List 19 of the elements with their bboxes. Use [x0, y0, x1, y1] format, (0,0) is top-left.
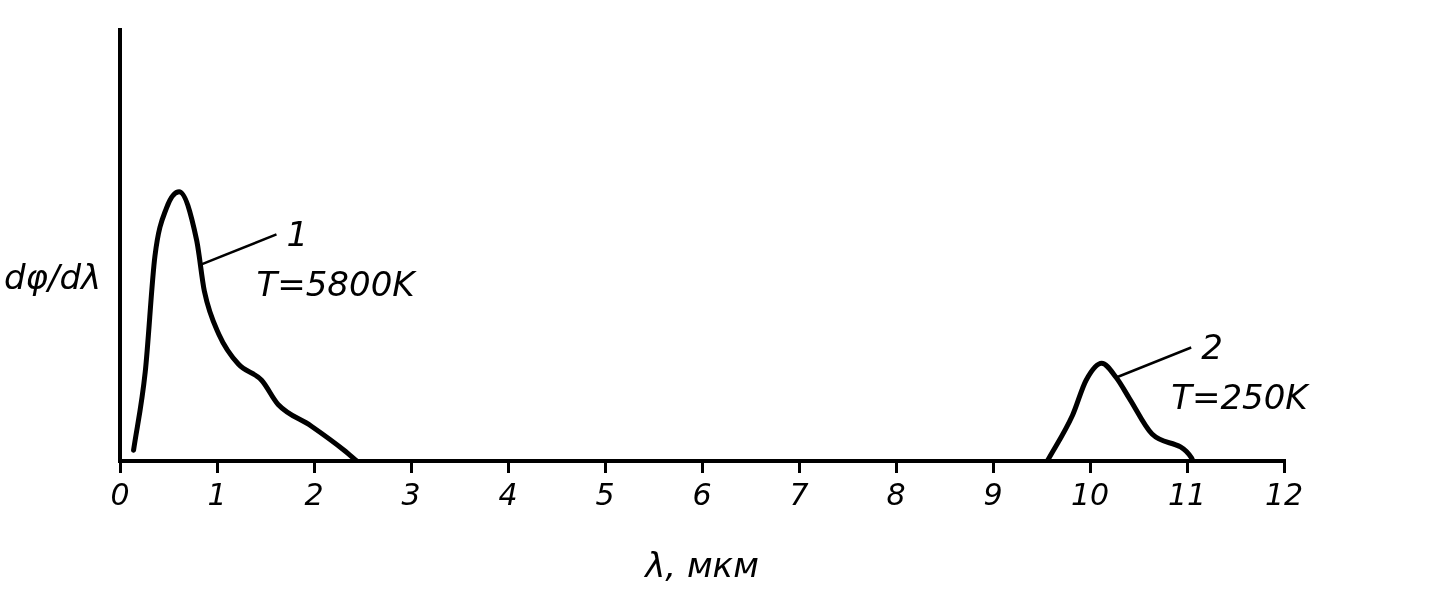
- x-tick-label: 7: [789, 476, 809, 512]
- y-axis-title: dφ/dλ: [4, 256, 102, 297]
- x-tick-label: 2: [304, 476, 324, 512]
- x-tick-label: 1: [207, 476, 227, 512]
- x-tick-label: 0: [110, 476, 130, 512]
- x-tick-label: 12: [1264, 476, 1304, 512]
- x-axis-title: λ, мкм: [643, 544, 759, 585]
- x-tick-label: 6: [692, 476, 712, 512]
- annotation: T=250K: [1171, 377, 1311, 418]
- x-tick-label: 9: [983, 476, 1003, 512]
- x-tick-label: 4: [498, 476, 518, 512]
- x-tick-label: 3: [401, 476, 421, 512]
- annotation: 2: [1201, 327, 1223, 368]
- x-tick-label: 10: [1070, 476, 1110, 512]
- x-tick-label: 5: [595, 476, 615, 512]
- x-tick-label: 11: [1167, 476, 1207, 512]
- x-tick-label: 8: [886, 476, 906, 512]
- annotation: 1: [286, 214, 309, 255]
- annotation: T=5800K: [256, 264, 418, 305]
